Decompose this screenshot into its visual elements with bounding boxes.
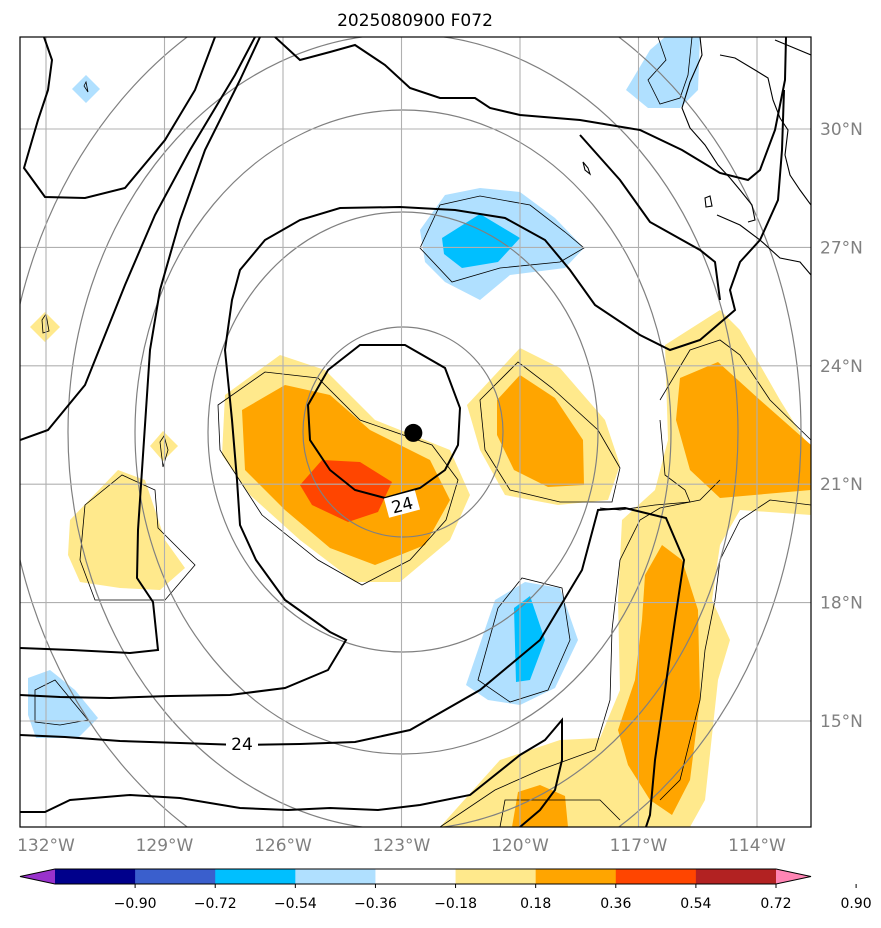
colorbar-segment [135, 869, 216, 884]
colorbar-tick-label: 0.36 [600, 896, 631, 912]
latitude-tick-label: 15°N [820, 712, 863, 732]
longitude-tick-label: 117°W [610, 836, 668, 856]
colorbar-segment [375, 869, 457, 884]
colorbar-segment [695, 869, 777, 884]
longitude-tick-label: 132°W [17, 836, 75, 856]
colorbar-high-extend-arrow [776, 869, 811, 884]
figure-title: 2025080900 F072 [337, 11, 493, 31]
colorbar-segment [215, 869, 296, 884]
height-contours [20, 37, 787, 827]
colorbar-tick-label: −0.72 [194, 896, 237, 912]
colorbar-segment [295, 869, 376, 884]
contour-labels: 24 24 [226, 490, 421, 755]
latitude-tick-label: 21°N [820, 475, 863, 495]
latitude-labels: 15°N 18°N 21°N 24°N 27°N 30°N [820, 120, 863, 732]
longitude-tick-label: 114°W [728, 836, 786, 856]
range-rings [20, 37, 802, 827]
colorbar-outline [19, 868, 812, 885]
storm-center-marker [404, 423, 423, 442]
longitude-tick-label: 126°W [254, 836, 312, 856]
colorbar-low-extend-arrow [20, 869, 55, 884]
colorbar-segment [55, 869, 136, 884]
shaded-outlines [34, 37, 811, 827]
latitude-tick-label: 18°N [820, 594, 863, 614]
colorbar-tick-label: −0.18 [434, 896, 477, 912]
colorbar-tick-label: −0.54 [274, 896, 317, 912]
colorbar-segment [455, 869, 537, 884]
colorbar-tick-label: 0.72 [760, 896, 791, 912]
longitude-tick-label: 129°W [136, 836, 194, 856]
colorbar-segment [535, 869, 617, 884]
colorbar-segment [615, 869, 697, 884]
longitude-tick-label: 123°W [373, 836, 431, 856]
colorbar: −0.90 −0.72 −0.54 −0.36 −0.18 0.18 0.36 0.54 0.7… [19, 868, 872, 912]
longitude-labels: 132°W 129°W 126°W 123°W 120°W 117°W 114°W [17, 836, 786, 856]
latitude-tick-label: 27°N [820, 238, 863, 258]
colorbar-tick-label: 0.54 [680, 896, 711, 912]
colorbar-tick-label: 0.90 [841, 896, 872, 912]
contour-label-24-south: 24 [231, 735, 253, 755]
longitude-tick-label: 120°W [491, 836, 549, 856]
latitude-tick-label: 30°N [820, 120, 863, 140]
map-area: 24 24 [20, 37, 811, 827]
map-frame [19, 36, 812, 828]
graticule [20, 37, 811, 827]
colorbar-tick-label: −0.36 [354, 896, 397, 912]
coastline [582, 37, 811, 276]
latitude-tick-label: 24°N [820, 357, 863, 377]
colorbar-tick-label: −0.90 [114, 896, 157, 912]
colorbar-tick-label: 0.18 [520, 896, 551, 912]
